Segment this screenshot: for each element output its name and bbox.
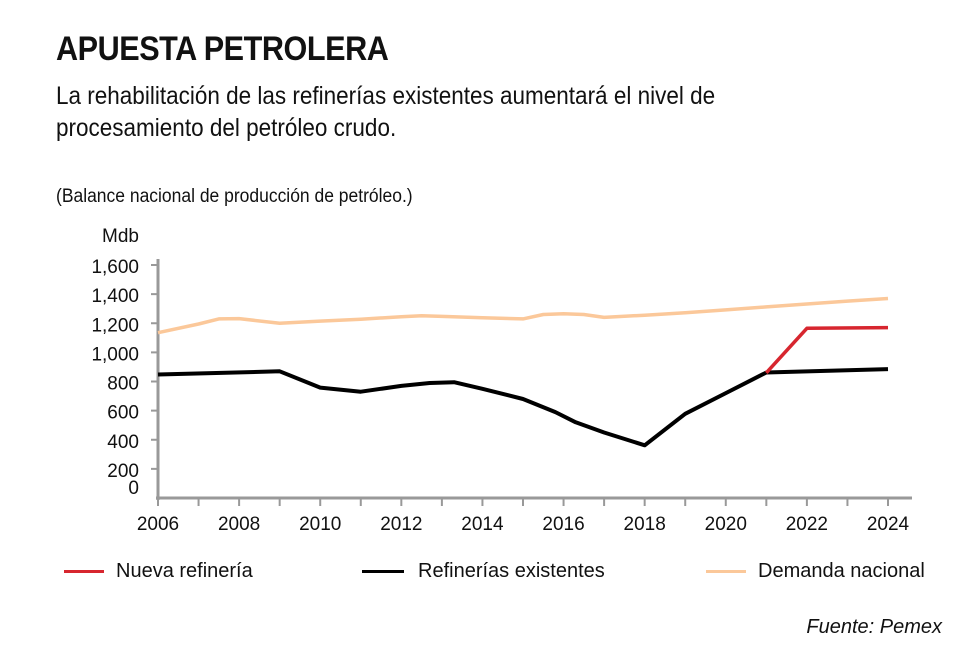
y-tick-label: 1,200	[91, 315, 139, 336]
legend-item-refinerias-existentes: Refinerías existentes	[362, 560, 605, 583]
source-note: Fuente: Pemex	[806, 616, 942, 638]
chart-subtitle: La rehabilitación de las refinerías exis…	[56, 82, 716, 142]
x-tick-label: 2012	[380, 514, 422, 535]
y-tick-label: 1,400	[91, 286, 139, 307]
x-tick-label: 2020	[705, 514, 747, 535]
legend-swatch	[64, 570, 104, 573]
chart-title: APUESTA PETROLERA	[56, 30, 389, 68]
chart-note: (Balance nacional de producción de petró…	[56, 186, 413, 207]
series-line-demanda-nacional	[157, 296, 889, 335]
y-axis-label: Mdb	[102, 226, 139, 247]
x-tick-label: 2016	[542, 514, 584, 535]
legend-label: Refinerías existentes	[418, 560, 605, 582]
legend-swatch	[362, 570, 404, 573]
x-tick-label: 2014	[461, 514, 504, 535]
x-tick-label: 2024	[867, 514, 910, 535]
legend-item-demanda-nacional: Demanda nacional	[706, 560, 925, 583]
legend-swatch	[706, 570, 746, 573]
legend-label: Nueva refinería	[116, 560, 253, 582]
series-line-nueva-refiner-a	[765, 325, 889, 374]
y-tick-label: 600	[107, 403, 139, 424]
series-line-refiner-as-existentes	[157, 367, 889, 448]
legend-item-nueva-refineria: Nueva refinería	[64, 560, 253, 583]
x-tick-label: 2022	[786, 514, 828, 535]
y-tick-label: 0	[128, 478, 139, 499]
x-tick-label: 2006	[137, 514, 179, 535]
y-tick-label: 1,600	[91, 257, 139, 278]
y-tick-label: 800	[107, 374, 139, 395]
legend-label: Demanda nacional	[758, 560, 925, 582]
x-tick-label: 2010	[299, 514, 341, 535]
x-tick-label: 2018	[624, 514, 666, 535]
y-tick-label: 400	[107, 432, 139, 453]
y-tick-label: 1,000	[91, 344, 139, 365]
y-tick-label: 200	[107, 461, 139, 482]
x-tick-label: 2008	[218, 514, 260, 535]
